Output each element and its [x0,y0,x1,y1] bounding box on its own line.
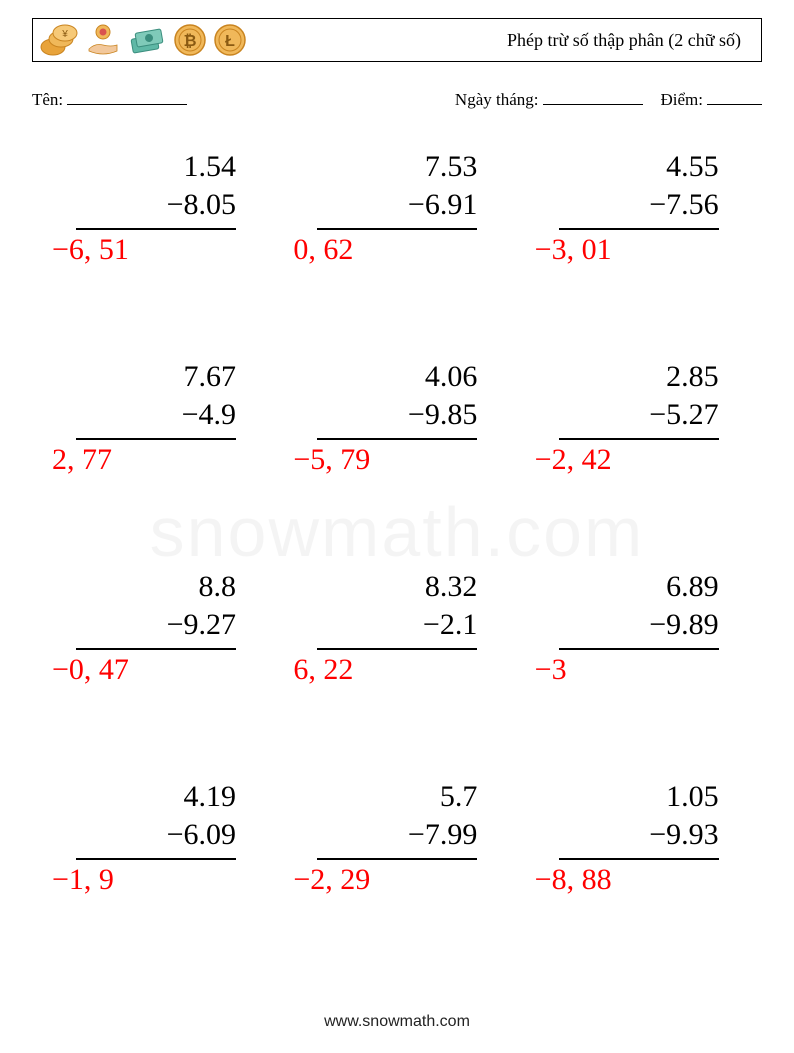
rule-line [559,648,719,650]
score-label: Điểm: [661,90,704,110]
rule-line [559,858,719,860]
operand-area: 8.32−2.1 [317,568,477,643]
operand-area: 5.7−7.99 [317,778,477,853]
coin-icons: ¥ ₿ Ł [39,23,247,57]
rule-line [317,648,477,650]
minuend: 5.7 [317,778,477,816]
score-blank[interactable] [707,88,762,105]
problem-cell: 1.05−9.93 −8, 88 [523,770,754,970]
rule-line [76,438,236,440]
svg-text:Ł: Ł [225,33,235,50]
operand-area: 1.05−9.93 [559,778,719,853]
operand-area: 2.85−5.27 [559,358,719,433]
problem-cell: 7.53−6.91 0, 62 [281,140,512,340]
worksheet-page: snowmath.com ¥ [0,0,794,1053]
subtrahend: −6.91 [317,186,477,224]
subtrahend: −8.05 [76,186,236,224]
subtrahend: −6.09 [76,816,236,854]
subtrahend: −2.1 [317,606,477,644]
minuend: 4.19 [76,778,236,816]
answer: −1, 9 [52,862,114,898]
litecoin-icon: Ł [213,23,247,57]
operand-area: 6.89−9.89 [559,568,719,643]
bitcoin-icon: ₿ [173,23,207,57]
operand-area: 4.06−9.85 [317,358,477,433]
answer: −3, 01 [535,232,612,268]
footer: www.snowmath.com [0,1013,794,1031]
svg-text:¥: ¥ [61,29,68,40]
answer: −6, 51 [52,232,129,268]
rule-line [76,228,236,230]
minuend: 8.32 [317,568,477,606]
problem-cell: 4.55−7.56 −3, 01 [523,140,754,340]
name-field-group: Tên: [32,88,187,112]
subtrahend: −5.27 [559,396,719,434]
subtrahend: −9.27 [76,606,236,644]
name-blank[interactable] [67,88,187,105]
name-label: Tên: [32,90,63,110]
minuend: 7.67 [76,358,236,396]
rule-line [559,438,719,440]
problem-cell: 4.06−9.85 −5, 79 [281,350,512,550]
worksheet-title: Phép trừ số thập phân (2 chữ số) [507,30,749,51]
operand-area: 7.53−6.91 [317,148,477,223]
minuend: 8.8 [76,568,236,606]
answer: −8, 88 [535,862,612,898]
date-field-group: Ngày tháng: [455,88,643,112]
problems-grid: 1.54−8.05 −6, 51 7.53−6.91 0, 62 4.55−7.56 −3… [40,140,754,970]
subtrahend: −7.56 [559,186,719,224]
subtrahend: −7.99 [317,816,477,854]
operand-area: 7.67−4.9 [76,358,236,433]
minuend: 1.54 [76,148,236,186]
rule-line [317,228,477,230]
problem-cell: 6.89−9.89 −3 [523,560,754,760]
date-blank[interactable] [543,88,643,105]
answer: −3 [535,652,567,688]
answer: −2, 29 [293,862,370,898]
operand-area: 1.54−8.05 [76,148,236,223]
date-label: Ngày tháng: [455,90,539,110]
answer: 0, 62 [293,232,353,268]
rule-line [76,858,236,860]
rule-line [76,648,236,650]
rule-line [559,228,719,230]
hand-coin-icon [85,23,121,57]
subtrahend: −9.85 [317,396,477,434]
cash-stack-icon [127,23,167,57]
problem-cell: 2.85−5.27 −2, 42 [523,350,754,550]
rule-line [317,858,477,860]
answer: −0, 47 [52,652,129,688]
minuend: 4.55 [559,148,719,186]
rule-line [317,438,477,440]
subtrahend: −4.9 [76,396,236,434]
answer: −5, 79 [293,442,370,478]
subtrahend: −9.89 [559,606,719,644]
score-field-group: Điểm: [661,88,763,112]
problem-cell: 8.8−9.27 −0, 47 [40,560,271,760]
answer: 2, 77 [52,442,112,478]
operand-area: 8.8−9.27 [76,568,236,643]
answer: 6, 22 [293,652,353,688]
operand-area: 4.19−6.09 [76,778,236,853]
minuend: 6.89 [559,568,719,606]
problem-cell: 5.7−7.99 −2, 29 [281,770,512,970]
problem-cell: 1.54−8.05 −6, 51 [40,140,271,340]
problem-cell: 8.32−2.1 6, 22 [281,560,512,760]
problem-cell: 7.67−4.9 2, 77 [40,350,271,550]
svg-text:₿: ₿ [183,32,196,50]
subtrahend: −9.93 [559,816,719,854]
minuend: 2.85 [559,358,719,396]
operand-area: 4.55−7.56 [559,148,719,223]
answer: −2, 42 [535,442,612,478]
coins-yen-icon: ¥ [39,23,79,57]
minuend: 1.05 [559,778,719,816]
minuend: 7.53 [317,148,477,186]
problem-cell: 4.19−6.09 −1, 9 [40,770,271,970]
info-line: Tên: Ngày tháng: Điểm: [32,88,762,112]
minuend: 4.06 [317,358,477,396]
header-box: ¥ ₿ Ł [32,18,762,62]
